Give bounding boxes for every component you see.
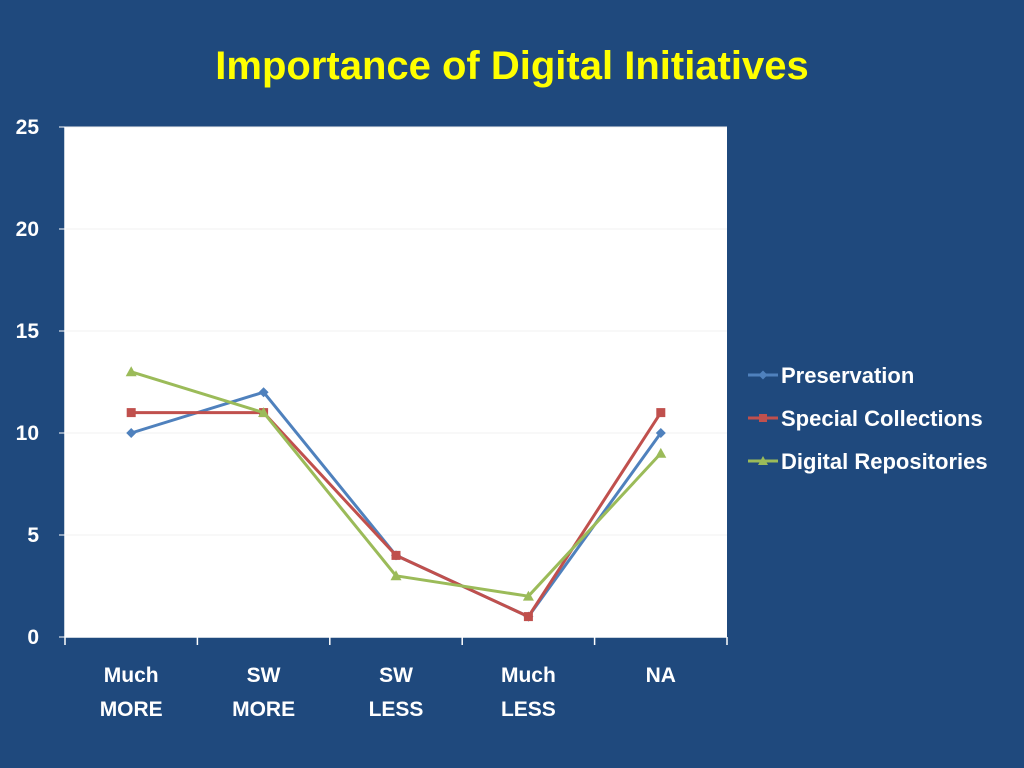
data-point bbox=[258, 407, 270, 417]
data-point bbox=[126, 408, 136, 418]
legend-label: Digital Repositories bbox=[781, 449, 988, 474]
y-tick-label: 10 bbox=[16, 422, 39, 445]
legend-label: Special Collections bbox=[781, 406, 983, 431]
legend: Preservation Special Collections Digital R… bbox=[748, 363, 988, 474]
y-tick-label: 5 bbox=[27, 524, 39, 547]
data-point bbox=[655, 447, 667, 458]
x-tick-label: SW bbox=[379, 664, 413, 687]
x-tick-label: MORE bbox=[100, 698, 163, 721]
gridlines bbox=[65, 126, 727, 536]
x-tick-label: MORE bbox=[232, 698, 295, 721]
x-tick-label: LESS bbox=[501, 698, 556, 721]
x-tick-label: SW bbox=[247, 664, 281, 687]
y-tick-label: 0 bbox=[27, 626, 39, 649]
data-point bbox=[390, 570, 402, 581]
series-digital-repositories bbox=[125, 366, 667, 601]
data-point bbox=[655, 428, 666, 438]
data-point bbox=[522, 590, 534, 601]
data-point bbox=[391, 550, 401, 560]
y-tick-label: 20 bbox=[16, 218, 39, 241]
y-tick-label: 15 bbox=[16, 320, 40, 343]
data-point bbox=[759, 414, 767, 422]
data-point bbox=[258, 387, 269, 398]
data-point bbox=[523, 612, 533, 622]
slide-title: Importance of Digital Initiatives bbox=[215, 44, 809, 88]
x-tick-label: Much bbox=[104, 664, 159, 687]
x-tick-label: LESS bbox=[369, 698, 424, 721]
data-point bbox=[656, 408, 666, 418]
legend-item: Preservation bbox=[748, 363, 914, 388]
data-point bbox=[758, 456, 768, 465]
x-tick-label: Much bbox=[501, 664, 556, 687]
y-tick-label: 25 bbox=[16, 116, 40, 139]
data-point bbox=[126, 428, 137, 438]
legend-item: Special Collections bbox=[748, 406, 983, 431]
legend-item: Digital Repositories bbox=[748, 449, 988, 474]
data-point bbox=[125, 366, 137, 377]
series-group bbox=[125, 366, 667, 622]
x-tick-label: NA bbox=[646, 664, 676, 687]
legend-label: Preservation bbox=[781, 363, 914, 388]
data-point bbox=[758, 370, 768, 380]
axes: 0 5 10 15 20 25 Much MORE SW MORE SW LESS Much LESS NA bbox=[16, 116, 728, 721]
